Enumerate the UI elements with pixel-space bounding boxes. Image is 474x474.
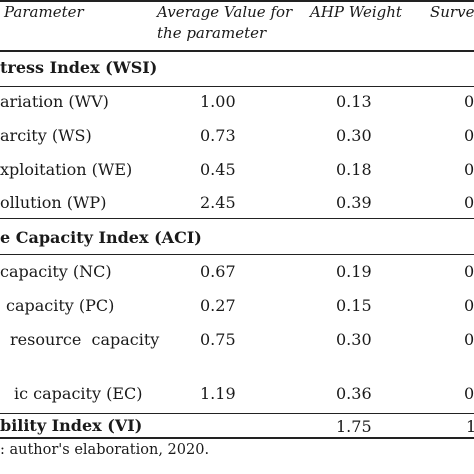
row-nc-average: 0.67 [200,262,236,281]
row-pc-ahp: 0.15 [336,296,372,315]
header-bottom-rule [0,50,474,52]
row-ws-survey: 0 [464,126,474,145]
row-wv-parameter: ariation (WV) [0,92,109,111]
column-header-parameter: Parameter [4,3,84,21]
row-wp-survey: 0 [464,193,474,212]
aci-top-rule [0,218,474,219]
column-header-average-line2: the parameter [157,24,267,42]
row-nc-parameter: capacity (NC) [0,262,112,281]
row-nc-survey: 0 [464,262,474,281]
row-wp-parameter: ollution (WP) [0,193,107,212]
row-wv-survey: 0 [464,92,474,111]
row-wp-average: 2.45 [200,193,236,212]
row-pc-survey: 0 [464,296,474,315]
row-ec-ahp: 0.36 [336,384,372,403]
row-we-parameter: xploitation (WE) [0,160,133,179]
row-we-average: 0.45 [200,160,236,179]
vi-top-rule [0,413,474,414]
row-ec-parameter: ic capacity (EC) [14,384,143,403]
column-header-ahp-weight: AHP Weight [310,3,402,21]
row-rc-parameter: resource capacity [10,330,160,349]
row-pc-parameter: capacity (PC) [6,296,115,315]
row-rc-survey: 0 [464,330,474,349]
row-rc-average: 0.75 [200,330,236,349]
row-rc-ahp: 0.30 [336,330,372,349]
row-wp-ahp: 0.39 [336,193,372,212]
section-heading-aci: e Capacity Index (ACI) [0,228,202,247]
row-ws-parameter: arcity (WS) [0,126,92,145]
wsi-bottom-rule [0,86,474,87]
section-heading-wsi: tress Index (WSI) [0,58,158,77]
row-wv-ahp: 0.13 [336,92,372,111]
row-vi-ahp: 1.75 [336,417,372,436]
aci-bottom-rule [0,254,474,255]
table-top-rule [0,0,474,2]
row-ec-average: 1.19 [200,384,236,403]
row-ws-ahp: 0.30 [336,126,372,145]
section-heading-vi: bility Index (VI) [0,416,143,435]
row-nc-ahp: 0.19 [336,262,372,281]
column-header-survey: Surve [430,3,474,21]
row-ws-average: 0.73 [200,126,236,145]
source-note: : author's elaboration, 2020. [0,442,210,458]
row-wv-average: 1.00 [200,92,236,111]
table-bottom-rule [0,437,474,439]
row-vi-survey: 1 [466,417,474,436]
row-pc-average: 0.27 [200,296,236,315]
row-we-ahp: 0.18 [336,160,372,179]
row-ec-survey: 0 [464,384,474,403]
column-header-average-line1: Average Value for [157,3,293,21]
row-we-survey: 0 [464,160,474,179]
